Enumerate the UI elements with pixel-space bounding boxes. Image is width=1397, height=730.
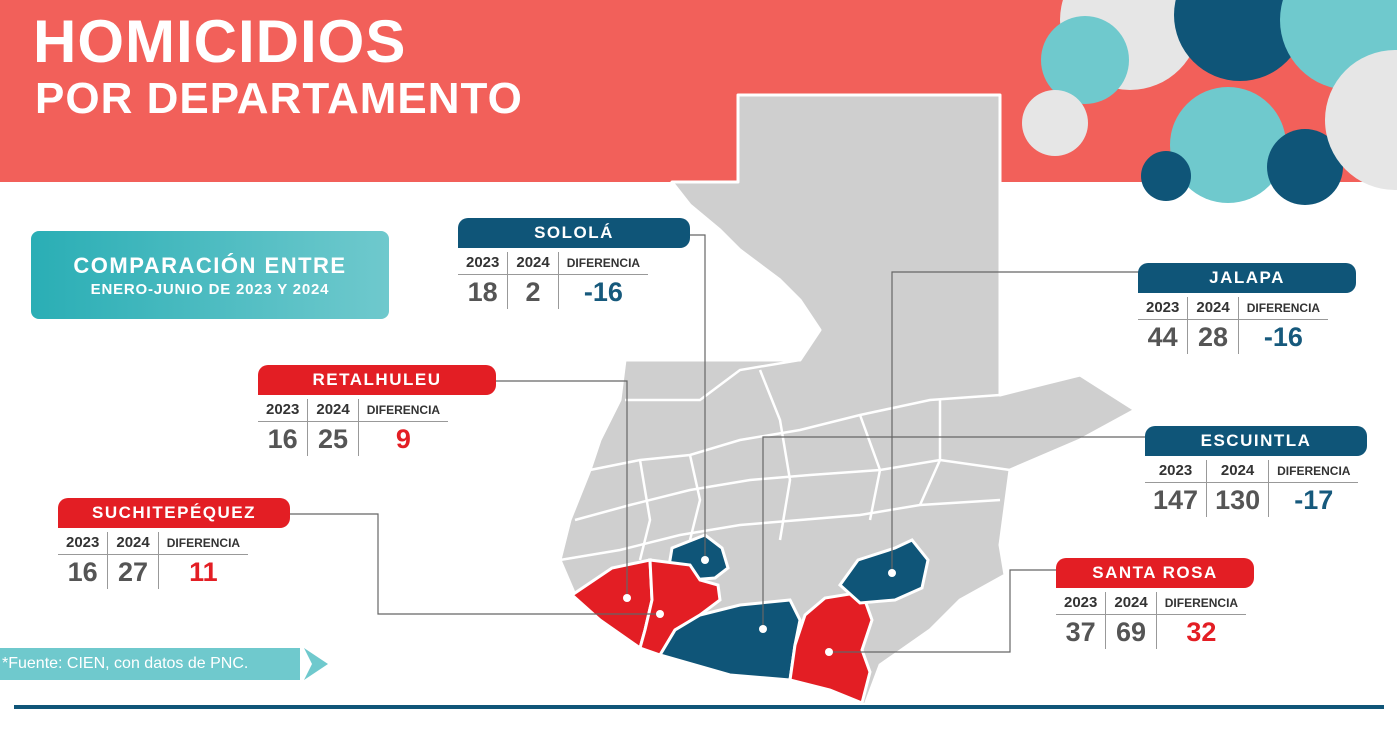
card-title: SUCHITEPÉQUEZ [58, 498, 290, 528]
comparison-line1: COMPARACIÓN ENTRE [73, 253, 347, 278]
callout-lines [290, 234, 1145, 653]
value-2023: 16 [67, 557, 98, 587]
decorative-circles [1022, 0, 1397, 205]
department-borders [559, 358, 1011, 562]
value-diferencia: 11 [157, 554, 249, 589]
col-diferencia: DIFERENCIA [357, 399, 449, 422]
value-2023: 16 [267, 424, 298, 454]
department-escuintla [657, 598, 802, 682]
col-2023: 2023 [258, 399, 308, 422]
value-2024: 130 [1206, 482, 1269, 517]
footer-divider [14, 705, 1384, 709]
comparison-line2: ENERO-JUNIO DE 2023 Y 2024 [90, 281, 330, 298]
value-2024: 28 [1187, 319, 1239, 354]
value-2023: 147 [1153, 485, 1199, 515]
card-title: SOLOLÁ [458, 218, 690, 248]
col-diferencia: DIFERENCIA [1155, 592, 1247, 615]
col-2024: 2024 [507, 252, 559, 275]
page-title: HOMICIDIOS [33, 8, 407, 75]
value-2023: 37 [1065, 617, 1096, 647]
card-jalapa: JALAPA 2023 2024 DIFERENCIA 44 28 -16 [1138, 263, 1378, 354]
col-diferencia: DIFERENCIA [557, 252, 649, 275]
value-2024: 69 [1105, 614, 1157, 649]
card-santa-rosa: SANTA ROSA 2023 2024 DIFERENCIA 37 69 32 [1056, 558, 1296, 649]
card-suchitepequez: SUCHITEPÉQUEZ 2023 2024 DIFERENCIA 16 27 11 [58, 498, 298, 589]
card-title: SANTA ROSA [1056, 558, 1254, 588]
col-2023: 2023 [1145, 460, 1207, 483]
card-title: JALAPA [1138, 263, 1356, 293]
callout-dots [623, 556, 896, 656]
card-table: 2023 2024 DIFERENCIA 16 25 9 [258, 399, 449, 456]
card-title: ESCUINTLA [1145, 426, 1367, 456]
value-2023: 18 [467, 277, 498, 307]
card-table: 2023 2024 DIFERENCIA 16 27 11 [58, 532, 249, 589]
col-2024: 2024 [107, 532, 159, 555]
col-2024: 2024 [1187, 297, 1239, 320]
col-diferencia: DIFERENCIA [157, 532, 249, 555]
card-escuintla: ESCUINTLA 2023 2024 DIFERENCIA 147 130 -17 [1145, 426, 1385, 517]
department-santa-rosa [788, 590, 874, 706]
value-diferencia: -16 [1237, 319, 1329, 354]
col-2024: 2024 [1206, 460, 1269, 483]
card-title: RETALHULEU [258, 365, 496, 395]
value-diferencia: 9 [357, 421, 449, 456]
comparison-box: COMPARACIÓN ENTRE ENERO-JUNIO DE 2023 Y … [31, 231, 389, 319]
card-table: 2023 2024 DIFERENCIA 18 2 -16 [458, 252, 649, 309]
col-2023: 2023 [1138, 297, 1188, 320]
card-retalhuleu: RETALHULEU 2023 2024 DIFERENCIA 16 25 9 [258, 365, 498, 456]
col-2023: 2023 [58, 532, 108, 555]
col-2024: 2024 [307, 399, 359, 422]
department-jalapa [837, 538, 930, 605]
card-table: 2023 2024 DIFERENCIA 147 130 -17 [1145, 460, 1359, 517]
value-2024: 2 [507, 274, 559, 309]
col-2023: 2023 [458, 252, 508, 275]
value-2024: 25 [307, 421, 359, 456]
page-subtitle: POR DEPARTAMENTO [35, 74, 523, 123]
col-diferencia: DIFERENCIA [1268, 460, 1359, 483]
card-table: 2023 2024 DIFERENCIA 44 28 -16 [1138, 297, 1329, 354]
arrow-icon-cut [304, 648, 312, 680]
value-2023: 44 [1147, 322, 1178, 352]
card-table: 2023 2024 DIFERENCIA 37 69 32 [1056, 592, 1247, 649]
value-diferencia: 32 [1155, 614, 1247, 649]
source-note: *Fuente: CIEN, con datos de PNC. [0, 648, 300, 680]
value-2024: 27 [107, 554, 159, 589]
card-solola: SOLOLÁ 2023 2024 DIFERENCIA 18 2 -16 [458, 218, 698, 309]
col-2024: 2024 [1105, 592, 1157, 615]
col-diferencia: DIFERENCIA [1237, 297, 1329, 320]
col-2023: 2023 [1056, 592, 1106, 615]
value-diferencia: -17 [1268, 482, 1359, 517]
value-diferencia: -16 [557, 274, 649, 309]
